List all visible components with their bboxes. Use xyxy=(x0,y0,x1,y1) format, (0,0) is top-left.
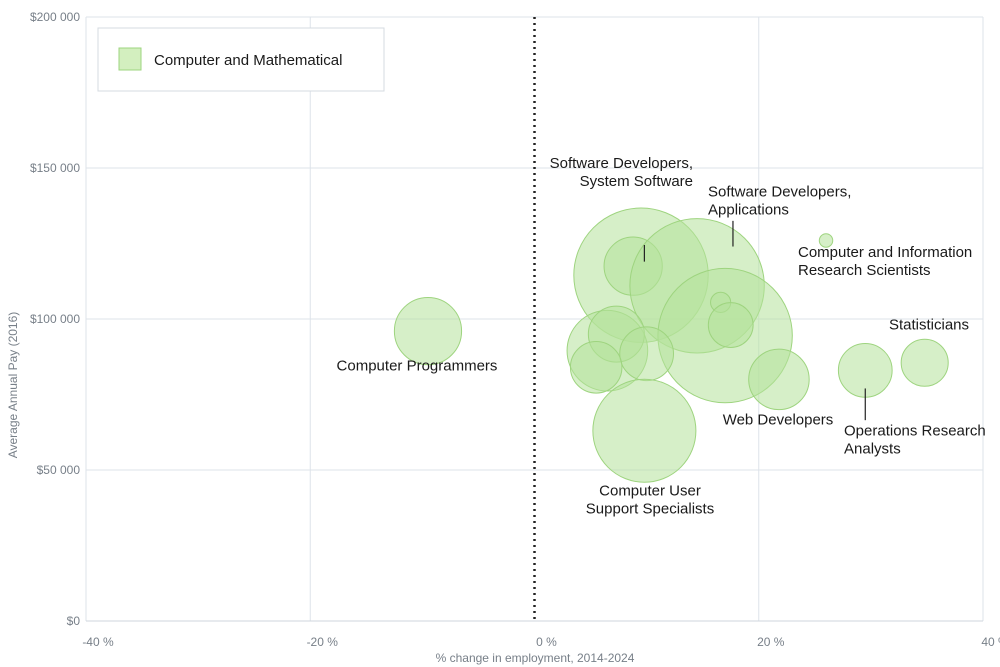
x-tick-label: -20 % xyxy=(307,635,339,649)
x-tick-label: 0 % xyxy=(536,635,557,649)
x-tick-label: -40 % xyxy=(82,635,114,649)
legend-entry-label: Computer and Mathematical xyxy=(154,52,342,69)
bubble xyxy=(393,296,463,366)
legend-box xyxy=(97,27,385,92)
annotation-label: Operations Research Analysts xyxy=(844,422,986,457)
bubble xyxy=(900,338,949,387)
bubble xyxy=(818,233,834,248)
legend: Computer and Mathematical xyxy=(97,27,385,92)
y-tick-label: $100 000 xyxy=(30,312,80,326)
annotation-label: Computer and Information Research Scienti… xyxy=(798,244,972,279)
y-tick-label: $150 000 xyxy=(30,161,80,175)
annotation-label: Computer User Support Specialists xyxy=(586,483,714,518)
x-axis-title: % change in employment, 2014-2024 xyxy=(436,651,635,665)
bubble xyxy=(592,378,697,483)
y-tick-label: $50 000 xyxy=(37,463,81,477)
annotation-line: System Software xyxy=(580,173,693,190)
legend-swatch xyxy=(118,47,142,71)
annotations: Computer Programmers Software Developers,… xyxy=(337,155,986,518)
annotation-line: Applications xyxy=(708,202,789,219)
annotation-line: Research Scientists xyxy=(798,262,931,279)
annotation-line: Web Developers xyxy=(723,412,834,429)
annotation-leaders xyxy=(643,220,866,421)
x-tick-label: 20 % xyxy=(757,635,785,649)
annotation-line: Computer Programmers xyxy=(337,357,498,374)
y-tick-label: $200 000 xyxy=(30,10,80,24)
y-axis-title: Average Annual Pay (2016) xyxy=(6,312,20,459)
annotation-label: Web Developers xyxy=(723,412,834,429)
annotation-line: Software Developers, xyxy=(550,155,693,172)
y-tick-label: $0 xyxy=(67,614,81,628)
axes: $0 $50 000 $100 000 $150 000 $200 000 -40 % -2… xyxy=(30,10,1000,649)
annotation-label: Software Developers, System Software xyxy=(550,155,693,190)
annotation-label: Software Developers, Applications xyxy=(708,184,851,219)
bubble xyxy=(569,341,623,394)
annotation-line: Computer and Information xyxy=(798,244,972,261)
annotation-line: Support Specialists xyxy=(586,501,714,518)
annotation-line: Operations Research xyxy=(844,422,986,439)
x-tick-label: 40 % xyxy=(981,635,1000,649)
bubble xyxy=(707,302,754,348)
annotation-line: Analysts xyxy=(844,440,901,457)
bubble xyxy=(748,348,810,411)
annotation-label: Computer Programmers xyxy=(337,357,498,374)
bubble xyxy=(619,326,675,382)
annotation-line: Computer User xyxy=(599,483,701,500)
annotation-line: Statisticians xyxy=(889,317,969,334)
annotation-line: Software Developers, xyxy=(708,184,851,201)
bubbles xyxy=(393,207,949,483)
annotation-label: Statisticians xyxy=(889,317,969,334)
